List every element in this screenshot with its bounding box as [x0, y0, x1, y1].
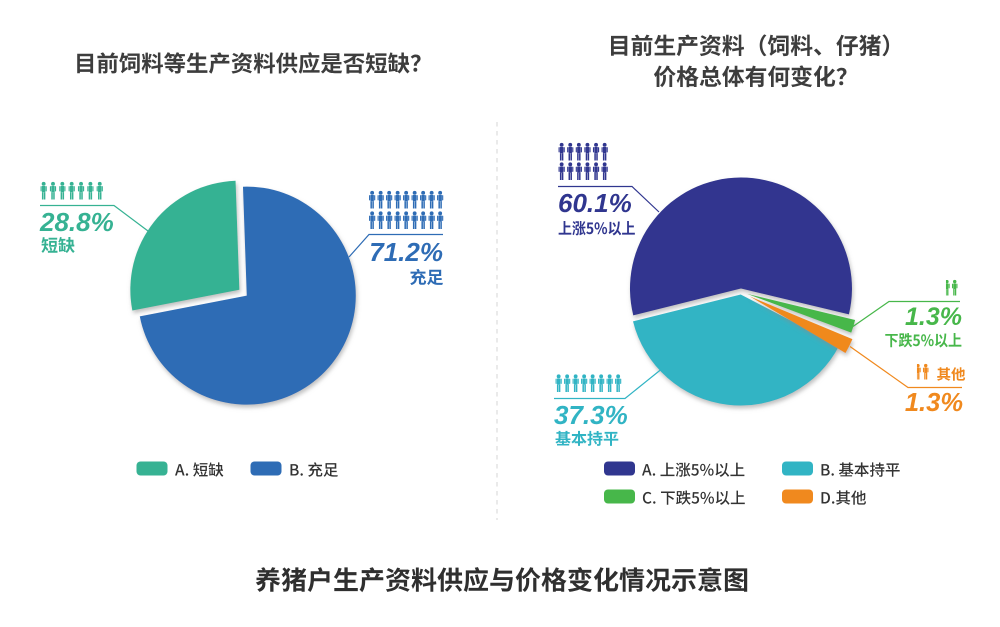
svg-text:37.3%: 37.3%: [554, 400, 628, 430]
svg-text:1.3%: 1.3%: [905, 303, 962, 331]
svg-text:60.1%: 60.1%: [558, 188, 632, 218]
svg-text:1.3%: 1.3%: [905, 389, 963, 417]
svg-text:28.8%: 28.8%: [39, 207, 114, 237]
svg-text:71.2%: 71.2%: [369, 237, 443, 267]
